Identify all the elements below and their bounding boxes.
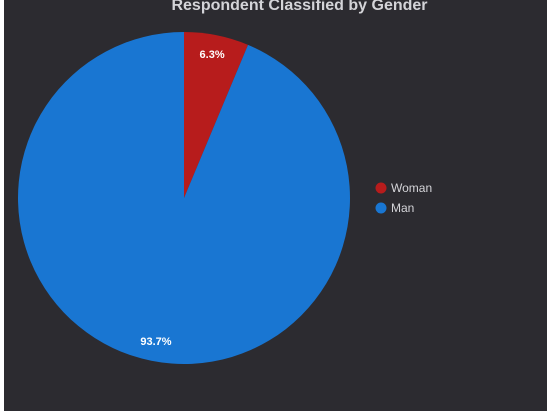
pie-slice-woman[interactable] [184, 32, 249, 198]
legend-item-woman[interactable]: Woman [375, 181, 433, 195]
legend-label-man: Man [391, 201, 414, 215]
legend-marker-man [375, 202, 387, 214]
legend-marker-woman [375, 182, 387, 194]
legend-item-man[interactable]: Man [375, 201, 415, 215]
pie-slice-man[interactable] [17, 31, 350, 364]
data-label-woman: 6.3% [200, 49, 225, 61]
data-label-man: 93.7% [140, 336, 171, 348]
legend-label-woman: Woman [391, 181, 432, 195]
chart-title: Respondent Classified by Gender [171, 0, 428, 14]
